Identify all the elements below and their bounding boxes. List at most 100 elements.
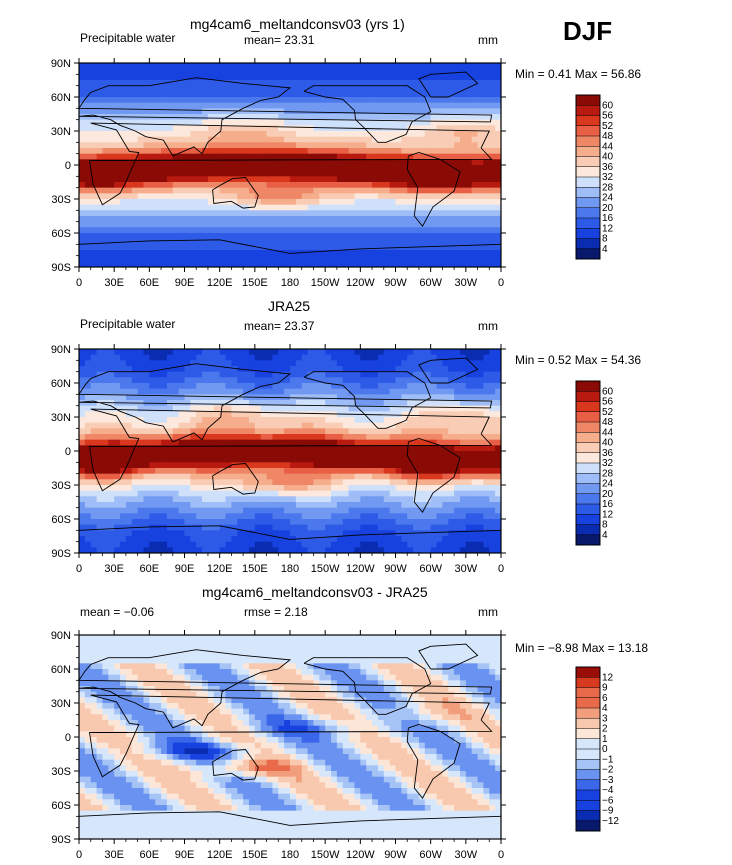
- coastlines: [78, 357, 502, 540]
- colorbar-label: 20: [602, 203, 614, 214]
- lon-tick-label: 90W: [384, 563, 407, 575]
- colorbar-box: [576, 125, 600, 137]
- lat-tick-label: 30S: [51, 480, 71, 492]
- colorbar-label: 36: [602, 448, 614, 459]
- colorbar-box: [576, 728, 600, 740]
- panel-obs-stats: Min = 0.52 Max = 54.36: [515, 353, 642, 367]
- lat-tick-label: 0: [65, 732, 71, 744]
- colorbar-box: [576, 463, 600, 474]
- lat-tick-label: 60S: [51, 514, 71, 526]
- lon-tick-label: 120W: [346, 849, 375, 861]
- lon-tick-label: 60E: [140, 849, 160, 861]
- colorbar-label: 60: [602, 386, 614, 397]
- lon-tick-label: 90W: [384, 849, 407, 861]
- colorbar-label: 24: [602, 193, 614, 204]
- colorbar-box: [576, 95, 600, 106]
- colorbar-box: [576, 422, 600, 433]
- panel-obs-mean-label: mean= 23.37: [244, 319, 315, 333]
- colorbar-label: 16: [602, 499, 614, 510]
- colorbar-box: [576, 473, 600, 484]
- lat-tick-label: 60N: [51, 92, 71, 104]
- colorbar-box: [576, 677, 600, 688]
- panel-model-variable-label: Precipitable water: [80, 31, 176, 45]
- colorbar-box: [576, 483, 600, 495]
- colorbar-label: 4: [602, 530, 608, 541]
- panel-diff-rmse-label: rmse = 2.18: [244, 605, 308, 619]
- lat-tick-label: 90S: [51, 834, 71, 846]
- coastlines: [78, 643, 502, 826]
- colorbar-box: [576, 105, 600, 116]
- colorbar-box: [576, 136, 600, 147]
- panel-obs-units: mm: [478, 319, 498, 333]
- colorbar-label: 8: [602, 520, 608, 531]
- lon-tick-label: 90E: [175, 563, 195, 575]
- lon-tick-label: 120E: [207, 849, 233, 861]
- colorbar-label: 28: [602, 468, 614, 479]
- colorbar-label: 6: [602, 693, 608, 704]
- colorbar-label: −2: [602, 765, 614, 776]
- colorbar-label: 8: [602, 234, 608, 245]
- lon-tick-label: 90E: [175, 277, 195, 289]
- panel-obs-title: JRA25: [268, 298, 311, 314]
- colorbar-box: [576, 524, 600, 536]
- lon-tick-label: 0: [76, 563, 82, 575]
- map-field: [79, 635, 502, 840]
- lon-tick-label: 30E: [104, 563, 124, 575]
- lat-tick-label: 90N: [51, 344, 71, 356]
- colorbar-label: −1: [602, 754, 614, 765]
- colorbar-box: [576, 708, 600, 719]
- panel-diff-title: mg4cam6_meltandconsv03 - JRA25: [202, 584, 428, 600]
- lat-tick-label: 90N: [51, 58, 71, 70]
- lon-tick-label: 0: [76, 277, 82, 289]
- colorbar-box: [576, 790, 600, 801]
- colorbar-label: 2: [602, 724, 608, 735]
- colorbar-label: 12: [602, 223, 614, 234]
- colorbar-label: 48: [602, 417, 614, 428]
- colorbar-box: [576, 810, 600, 822]
- colorbar-label: 24: [602, 479, 614, 490]
- lon-tick-label: 150W: [311, 563, 340, 575]
- colorbar-box: [576, 401, 600, 413]
- lon-tick-label: 30E: [104, 277, 124, 289]
- colorbar-label: −9: [602, 806, 614, 817]
- panel-model-title: mg4cam6_meltandconsv03 (yrs 1): [190, 16, 405, 32]
- colorbar-box: [576, 248, 600, 260]
- colorbar-box: [576, 452, 600, 464]
- lat-tick-label: 0: [65, 446, 71, 458]
- colorbar-box: [576, 411, 600, 423]
- coastlines: [78, 71, 502, 254]
- colorbar-label: 52: [602, 121, 614, 132]
- panel-obs-variable-label: Precipitable water: [80, 317, 176, 331]
- colorbar-label: 28: [602, 182, 614, 193]
- lon-tick-label: 90E: [175, 849, 195, 861]
- colorbar-box: [576, 166, 600, 178]
- lon-tick-label: 60W: [419, 277, 442, 289]
- lon-tick-label: 150E: [242, 563, 268, 575]
- lat-tick-label: 30S: [51, 194, 71, 206]
- lon-tick-label: 60E: [140, 563, 160, 575]
- colorbar-box: [576, 738, 600, 750]
- colorbar-box: [576, 687, 600, 699]
- lon-tick-label: 30E: [104, 849, 124, 861]
- lat-tick-label: 30N: [51, 412, 71, 424]
- colorbar-box: [576, 115, 600, 127]
- lon-tick-label: 60W: [419, 849, 442, 861]
- panel-obs-map: 90N 60N 30N 0 30S 60S 90S 0 30E 60E 90E 120E 150E 180…: [51, 344, 506, 575]
- colorbar-box: [576, 718, 600, 729]
- colorbar-box: [576, 504, 600, 515]
- colorbar-label: 4: [602, 244, 608, 255]
- lat-tick-label: 0: [65, 160, 71, 172]
- colorbar-box: [576, 432, 600, 443]
- lon-tick-label: 150E: [242, 277, 268, 289]
- lon-tick-label: 60W: [419, 563, 442, 575]
- colorbar-label: 60: [602, 100, 614, 111]
- lon-tick-label: 180: [281, 277, 299, 289]
- colorbar-label: 3: [602, 713, 608, 724]
- lon-tick-label: 30W: [455, 277, 478, 289]
- colorbar-box: [576, 156, 600, 168]
- colorbar-label: −12: [602, 816, 619, 827]
- colorbar-label: −4: [602, 785, 614, 796]
- colorbar-box: [576, 697, 600, 709]
- lat-tick-label: 90N: [51, 630, 71, 642]
